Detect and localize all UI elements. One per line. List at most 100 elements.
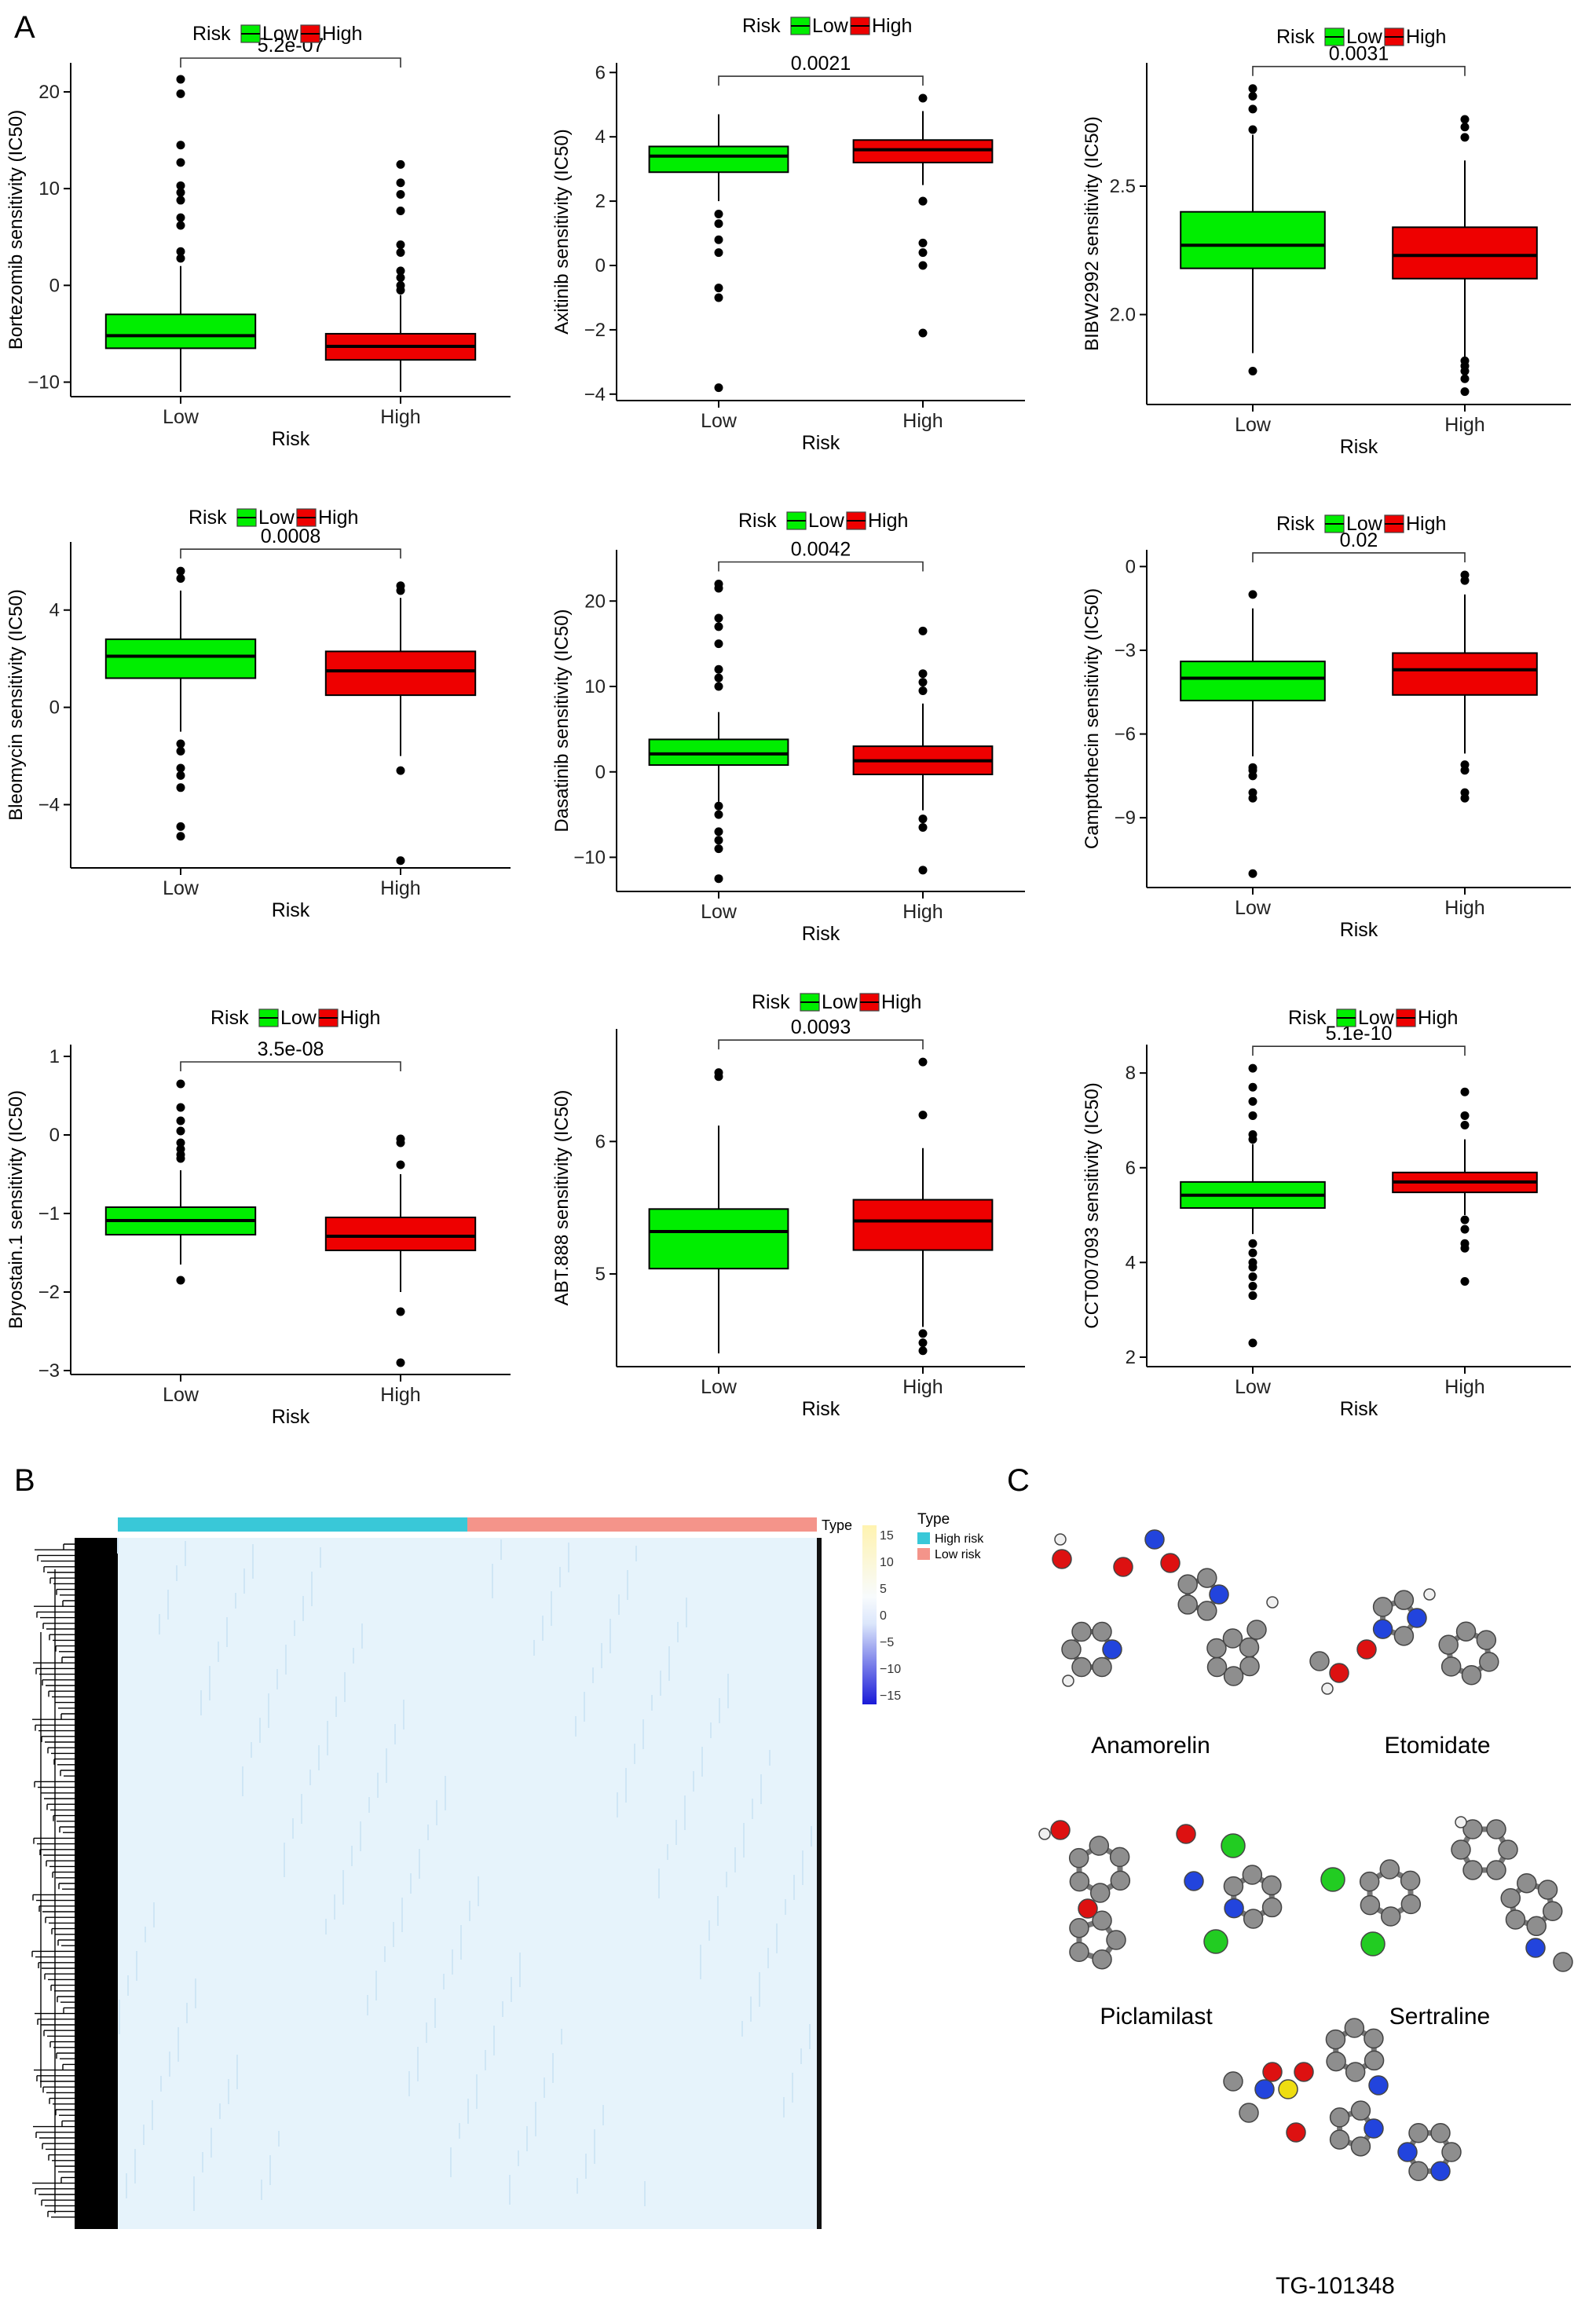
atom (1500, 1887, 1521, 1909)
color-scale-tick-label: −10 (880, 1663, 901, 1676)
outlier-point (1248, 125, 1257, 134)
atom (1206, 1638, 1227, 1659)
outlier-point (918, 248, 928, 258)
outlier-point (396, 1160, 405, 1169)
atom (1438, 1634, 1459, 1655)
outlier-point (918, 93, 928, 103)
atom (1372, 1619, 1393, 1639)
outlier-point (714, 810, 723, 819)
y-tick-label: 0 (595, 762, 606, 783)
type-legend-label-high-risk: High risk (935, 1532, 984, 1546)
outlier-point (396, 285, 405, 295)
color-scale-tick-label: 5 (880, 1583, 887, 1596)
legend-label-low: Low (1358, 1007, 1395, 1029)
legend: Risk Low High (192, 23, 362, 45)
heatmap-body (118, 1538, 817, 2229)
outlier-point (1248, 1282, 1257, 1290)
outlier-point (176, 1079, 185, 1089)
outlier-point (396, 178, 405, 188)
x-tick-label: Low (1235, 414, 1272, 436)
outlier-point (1460, 1121, 1470, 1129)
legend: Risk Low High (738, 510, 908, 532)
outlier-point (176, 89, 185, 98)
outlier-point (714, 383, 723, 393)
atom (1177, 1594, 1198, 1615)
atom (1278, 2079, 1298, 2099)
y-tick-label: 6 (595, 62, 606, 83)
outlier-point (714, 801, 723, 811)
significance-bracket (718, 75, 924, 86)
outlier-point (176, 188, 185, 197)
x-axis-label: Risk (1340, 436, 1378, 458)
y-tick-label: −2 (584, 320, 606, 341)
boxplot-chart: −9 −6 −3 0 Low High Risk Camptothecin sensitivi… (1082, 513, 1571, 941)
atom (1486, 1860, 1506, 1880)
outlier-point (918, 196, 928, 206)
atom (1092, 1621, 1112, 1642)
x-tick-label: Low (163, 406, 200, 428)
y-tick-label: −4 (584, 384, 606, 405)
x-tick-label: Low (1235, 1376, 1272, 1398)
color-scale-tick-label: −15 (880, 1689, 901, 1703)
legend-label-high: High (322, 23, 362, 45)
x-tick-label: High (902, 901, 943, 923)
outlier-point (714, 219, 723, 229)
outlier-point (1248, 1262, 1257, 1272)
outlier-point (918, 1338, 928, 1348)
significance-bracket (1252, 65, 1466, 76)
atom (1239, 1656, 1260, 1677)
outlier-point (1248, 1135, 1257, 1144)
atom (1184, 1871, 1204, 1891)
box-low (648, 145, 789, 174)
legend-title: Risk (738, 510, 777, 532)
legend-label-low: Low (1346, 26, 1383, 48)
y-tick-label: 2 (595, 191, 606, 212)
legend-label-low: Low (258, 507, 295, 529)
y-tick-label: 6 (595, 1131, 606, 1152)
atom (1430, 2161, 1451, 2181)
atom (1462, 1819, 1483, 1839)
x-tick-label: Low (701, 1376, 738, 1398)
box-low (648, 1208, 789, 1270)
boxplot-chart: −3 −2 −1 0 1 Low High Risk Bryostain.1 sensitivi… (5, 1007, 511, 1428)
box-low (1180, 661, 1326, 701)
y-tick-label: 0 (49, 697, 60, 719)
legend: Risk Low High (742, 15, 912, 37)
y-axis-label: BIBW2992 sensitivity (IC50) (1082, 116, 1103, 351)
y-tick-label: −2 (38, 1282, 60, 1303)
box-high (852, 139, 994, 163)
annotation-bar-low-risk (467, 1517, 817, 1532)
y-tick-label: −9 (1115, 807, 1136, 829)
outlier-point (176, 822, 185, 831)
legend-title: Risk (1288, 1007, 1327, 1029)
color-scale-tick-label: 0 (880, 1609, 887, 1623)
y-axis-label: Bortezomib sensitivity (IC50) (5, 110, 27, 350)
outlier-point (176, 1126, 185, 1136)
atom (1397, 2142, 1418, 2162)
outlier-point (396, 856, 405, 866)
atom (1294, 2062, 1314, 2082)
outlier-point (176, 141, 185, 150)
atom (1356, 1639, 1377, 1660)
y-tick-label: −3 (1115, 640, 1136, 661)
outlier-point (714, 293, 723, 302)
outlier-point (176, 770, 185, 780)
legend-label-high: High (868, 510, 908, 532)
atom (1069, 1942, 1089, 1963)
y-tick-label: −4 (38, 794, 60, 815)
atom (1400, 1894, 1422, 1915)
outlier-point (176, 1154, 185, 1163)
legend-title: Risk (192, 23, 231, 45)
y-tick-label: −6 (1115, 724, 1136, 745)
atom (1430, 2123, 1451, 2143)
x-axis-label: Risk (802, 1398, 840, 1420)
outlier-point (396, 273, 405, 282)
atom (1423, 1588, 1436, 1601)
outlier-point (918, 686, 928, 695)
outlier-point (918, 678, 928, 687)
row-dendrogram-branches (31, 1543, 75, 2218)
x-tick-label: High (1444, 1376, 1484, 1398)
outlier-point (176, 158, 185, 167)
x-tick-label: Low (1235, 897, 1272, 919)
